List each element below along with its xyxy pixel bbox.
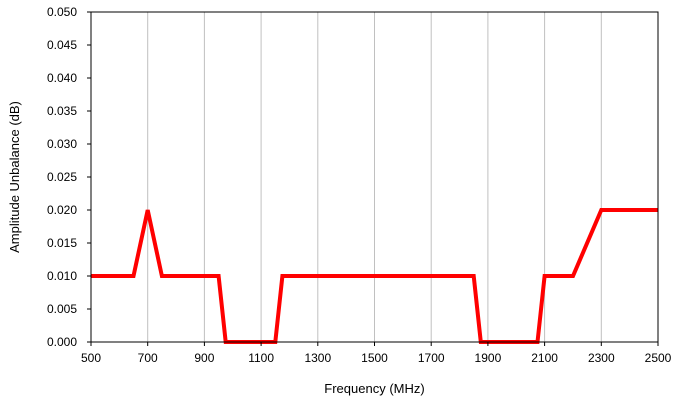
series-line (91, 208, 658, 344)
x-tick-label: 2300 (588, 351, 615, 365)
y-axis: 0.000 0.005 0.010 0.015 0.020 0.025 0.030 0.035… (47, 5, 91, 349)
y-tick-label: 0.030 (47, 137, 77, 151)
x-tick-label: 2100 (531, 351, 558, 365)
y-tick-label: 0.020 (47, 203, 77, 217)
x-tick-label: 1300 (304, 351, 331, 365)
x-axis: 500 700 900 1100 1300 1500 1700 1900 2100 2300 250… (81, 342, 672, 365)
y-tick-label: 0.000 (47, 335, 77, 349)
x-tick-label: 2500 (645, 351, 672, 365)
y-tick-label: 0.005 (47, 302, 77, 316)
grid-lines (147, 12, 602, 342)
y-tick-label: 0.045 (47, 38, 77, 52)
x-tick-label: 1100 (248, 351, 274, 365)
series-group (91, 208, 658, 344)
x-tick-label: 500 (81, 351, 101, 365)
y-tick-label: 0.035 (47, 104, 77, 118)
y-tick-label: 0.025 (47, 170, 77, 184)
x-axis-title: Frequency (MHz) (324, 381, 424, 396)
y-tick-label: 0.015 (47, 236, 77, 250)
y-axis-title: Amplitude Unbalance (dB) (7, 101, 22, 253)
y-tick-label: 0.040 (47, 71, 77, 85)
x-tick-label: 700 (138, 351, 158, 365)
x-tick-label: 900 (194, 351, 214, 365)
y-tick-label: 0.010 (47, 269, 77, 283)
x-tick-label: 1900 (475, 351, 502, 365)
x-tick-label: 1700 (418, 351, 445, 365)
y-tick-label: 0.050 (47, 5, 77, 19)
x-tick-label: 1500 (361, 351, 388, 365)
